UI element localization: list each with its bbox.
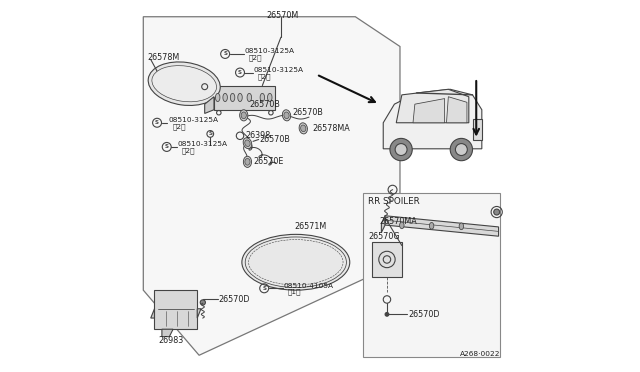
Text: 26570MA: 26570MA <box>380 217 417 226</box>
Circle shape <box>456 144 467 155</box>
Text: 〈2〉: 〈2〉 <box>182 147 195 154</box>
Text: 〈1〉: 〈1〉 <box>287 289 301 295</box>
Text: S: S <box>223 51 227 57</box>
Text: 26570G: 26570G <box>369 232 400 241</box>
Text: 08510-3125A: 08510-3125A <box>168 117 218 123</box>
Ellipse shape <box>284 112 289 119</box>
Text: 08510-3125A: 08510-3125A <box>254 67 304 73</box>
Polygon shape <box>205 97 214 113</box>
Ellipse shape <box>148 62 220 106</box>
Ellipse shape <box>242 234 349 290</box>
Text: 26570B: 26570B <box>250 100 280 109</box>
Text: 26570D: 26570D <box>218 295 250 304</box>
Ellipse shape <box>243 138 252 149</box>
Polygon shape <box>396 89 468 123</box>
Text: 26983: 26983 <box>158 336 184 345</box>
Text: S: S <box>164 144 169 150</box>
Polygon shape <box>385 216 499 236</box>
Ellipse shape <box>282 110 291 121</box>
Text: 26578M: 26578M <box>147 53 179 62</box>
Circle shape <box>395 144 407 155</box>
Ellipse shape <box>459 223 463 230</box>
Circle shape <box>493 209 500 215</box>
Ellipse shape <box>241 112 246 119</box>
Text: 08510-4105A: 08510-4105A <box>284 283 333 289</box>
Text: S: S <box>155 120 159 125</box>
Polygon shape <box>381 216 385 232</box>
Circle shape <box>450 138 472 161</box>
Ellipse shape <box>238 93 243 102</box>
Polygon shape <box>162 329 173 337</box>
Ellipse shape <box>243 156 252 167</box>
Ellipse shape <box>260 93 264 102</box>
Ellipse shape <box>223 93 227 102</box>
Text: 26570B: 26570B <box>292 108 323 117</box>
Polygon shape <box>151 309 154 318</box>
Ellipse shape <box>230 93 235 102</box>
Bar <box>372 242 402 277</box>
Circle shape <box>200 300 205 305</box>
Bar <box>363 193 500 357</box>
Ellipse shape <box>399 222 404 229</box>
Ellipse shape <box>247 93 252 102</box>
Text: 26571M: 26571M <box>294 222 326 231</box>
Text: S: S <box>262 286 266 291</box>
Polygon shape <box>413 99 445 123</box>
Ellipse shape <box>245 158 250 165</box>
Polygon shape <box>143 17 400 355</box>
Text: 26570B: 26570B <box>259 135 290 144</box>
Bar <box>154 290 197 329</box>
Text: 26570E: 26570E <box>253 157 284 166</box>
Text: A268·0022: A268·0022 <box>460 351 500 357</box>
Bar <box>472 119 482 140</box>
Text: 〈2〉: 〈2〉 <box>248 54 262 61</box>
Text: 08510-3125A: 08510-3125A <box>177 141 228 147</box>
Text: 08510-3125A: 08510-3125A <box>244 48 294 54</box>
Bar <box>214 86 275 110</box>
Ellipse shape <box>152 65 216 102</box>
Polygon shape <box>383 89 482 149</box>
Polygon shape <box>197 309 201 318</box>
Circle shape <box>385 312 389 316</box>
Text: 〈2〉: 〈2〉 <box>172 123 186 130</box>
Ellipse shape <box>216 93 220 102</box>
Circle shape <box>390 138 412 161</box>
Ellipse shape <box>268 93 272 102</box>
Ellipse shape <box>299 123 307 134</box>
Text: 26570D: 26570D <box>408 310 440 319</box>
Text: S: S <box>238 70 242 75</box>
Text: 26398: 26398 <box>246 131 271 140</box>
Text: 26570M: 26570M <box>266 11 298 20</box>
Ellipse shape <box>239 110 248 121</box>
Text: 〈2〉: 〈2〉 <box>258 73 271 80</box>
Text: RR SPOILER: RR SPOILER <box>369 197 420 206</box>
Ellipse shape <box>301 125 306 132</box>
Text: S: S <box>208 131 212 137</box>
Text: 26578MA: 26578MA <box>312 124 350 133</box>
Ellipse shape <box>429 222 434 229</box>
Polygon shape <box>447 97 467 123</box>
Ellipse shape <box>244 140 250 147</box>
